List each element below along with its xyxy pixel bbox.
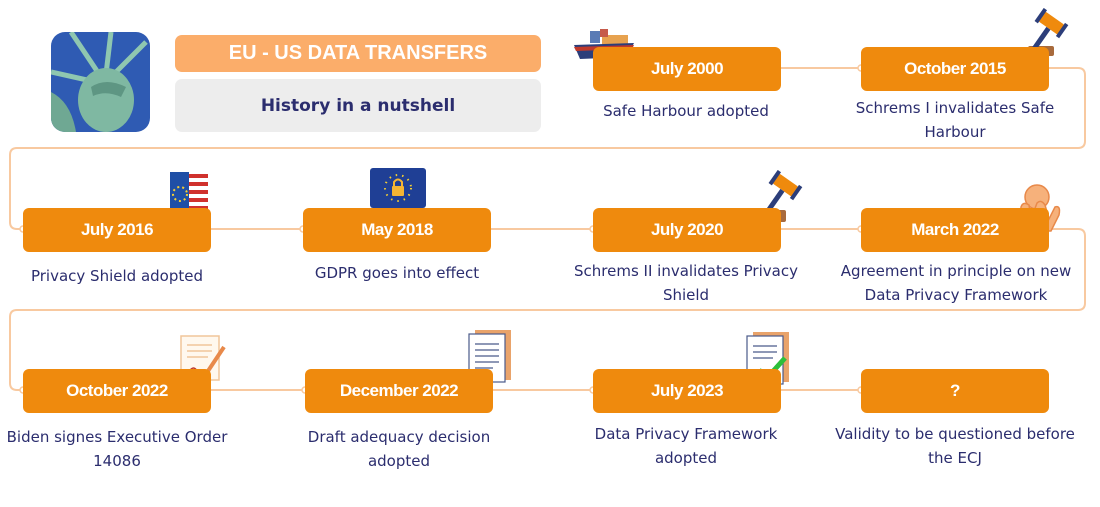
event-date-july-2020: July 2020 xyxy=(593,208,781,252)
event-date-october-2022: October 2022 xyxy=(23,369,211,413)
event-date-march-2022: March 2022 xyxy=(861,208,1049,252)
statue-of-liberty-image xyxy=(51,32,150,132)
event-description: Privacy Shield adopted xyxy=(30,267,203,285)
event-date-october-2015: October 2015 xyxy=(861,47,1049,91)
eu-flag-lock-icon xyxy=(370,168,426,208)
event-date-july-2000: July 2000 xyxy=(593,47,781,91)
event-date-july-2016: July 2016 xyxy=(23,208,211,252)
event-date-unknown: ? xyxy=(861,369,1049,413)
event-description: Agreement in principle on new Data Priva… xyxy=(840,262,1072,304)
event-description: Safe Harbour adopted xyxy=(603,102,769,120)
event-date-may-2018: May 2018 xyxy=(303,208,491,252)
event-description: Validity to be questioned before the ECJ xyxy=(835,425,1075,467)
event-date-july-2023: July 2023 xyxy=(593,369,781,413)
page-title: EU - US DATA TRANSFERS xyxy=(175,35,541,72)
event-description: Data Privacy Framework adopted xyxy=(594,425,778,467)
event-description: GDPR goes into effect xyxy=(314,264,480,282)
event-description: Biden signes Executive Order 14086 xyxy=(6,428,228,470)
event-description: Schrems I invalidates Safe Harbour xyxy=(855,99,1055,141)
event-description: Draft adequacy decision adopted xyxy=(307,428,491,470)
event-date-december-2022: December 2022 xyxy=(305,369,493,413)
page-subtitle: History in a nutshell xyxy=(175,79,541,132)
event-description: Schrems II invalidates Privacy Shield xyxy=(574,262,798,304)
